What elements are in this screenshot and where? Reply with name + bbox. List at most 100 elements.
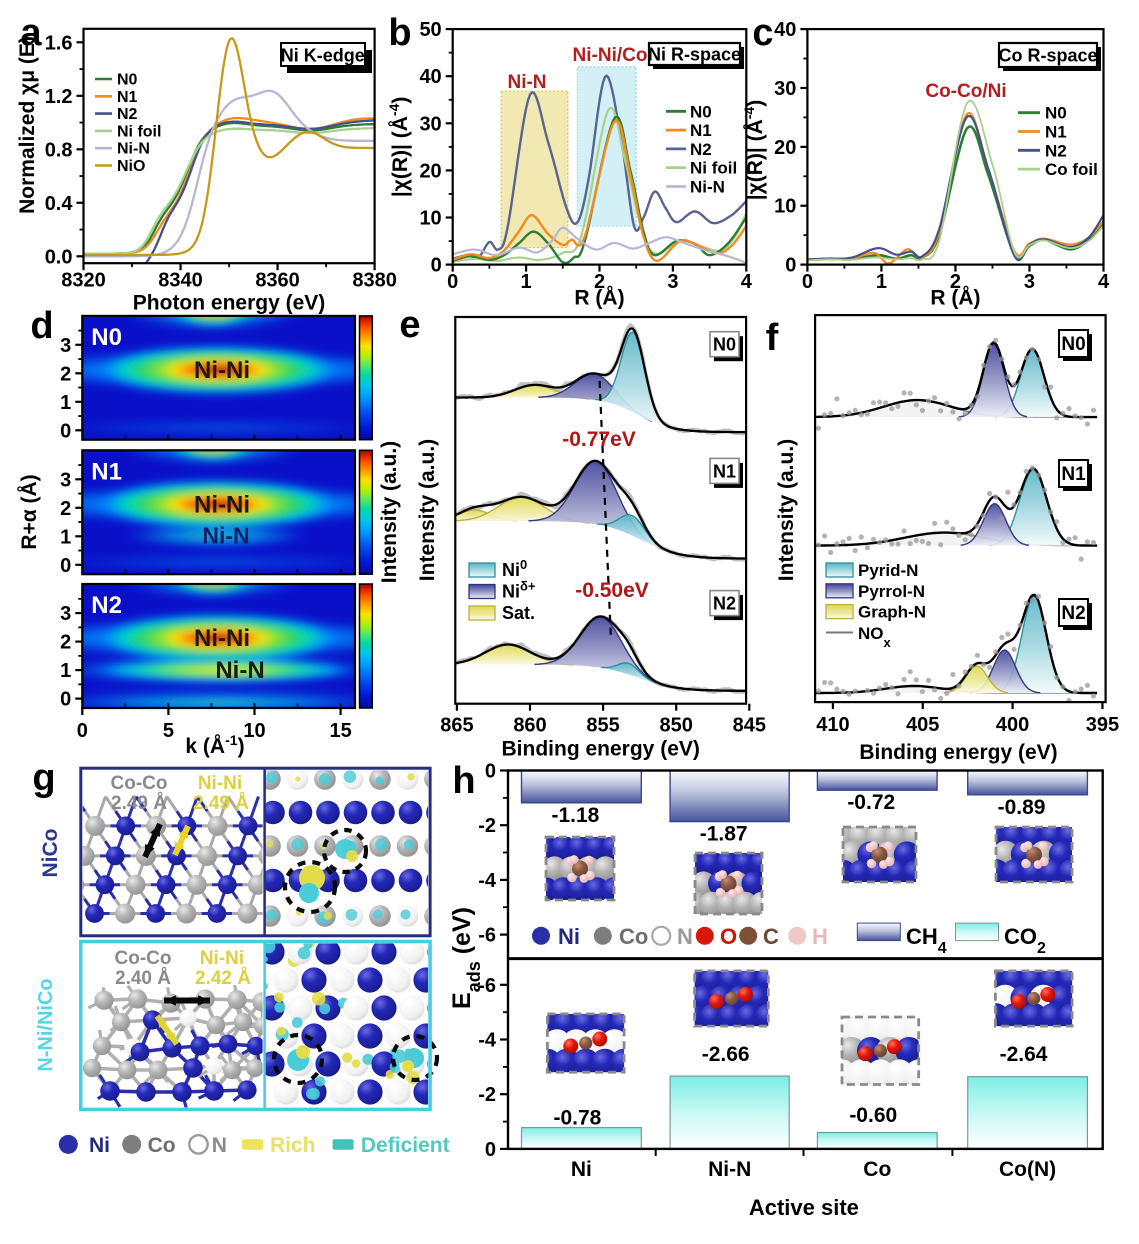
svg-text:Ni-N: Ni-N <box>708 1158 751 1181</box>
svg-text:Graph-N: Graph-N <box>858 603 926 622</box>
svg-text:1: 1 <box>60 392 71 414</box>
svg-text:Co-Co: Co-Co <box>115 948 172 969</box>
svg-text:Ni R-space: Ni R-space <box>648 45 741 65</box>
svg-text:Ni-N: Ni-N <box>215 657 264 684</box>
svg-text:865: 865 <box>440 715 473 737</box>
svg-text:NiCo: NiCo <box>39 829 62 878</box>
svg-text:-0.72: -0.72 <box>847 791 895 814</box>
svg-text:Ni foil: Ni foil <box>690 159 737 178</box>
svg-text:N0: N0 <box>713 335 736 355</box>
svg-text:Intensity (a.u.): Intensity (a.u.) <box>416 439 439 581</box>
svg-text:Pyrid-N: Pyrid-N <box>858 561 918 580</box>
svg-text:1: 1 <box>60 526 71 548</box>
svg-text:Co foil: Co foil <box>1045 160 1098 179</box>
svg-text:0: 0 <box>785 255 796 277</box>
svg-text:N2: N2 <box>1061 603 1085 624</box>
svg-text:N: N <box>677 924 693 949</box>
svg-text:N0: N0 <box>1045 104 1067 123</box>
svg-text:395: 395 <box>1086 714 1119 736</box>
svg-text:Rich: Rich <box>270 1134 316 1157</box>
svg-text:-0.60: -0.60 <box>849 1104 897 1127</box>
svg-text:Binding energy (eV): Binding energy (eV) <box>859 741 1057 764</box>
svg-text:4: 4 <box>1098 271 1110 293</box>
svg-text:d: d <box>30 305 53 347</box>
svg-text:1: 1 <box>521 271 532 293</box>
svg-text:3: 3 <box>60 469 71 491</box>
svg-text:N1: N1 <box>690 121 712 140</box>
svg-text:-4: -4 <box>478 870 497 892</box>
svg-text:Ni-Ni: Ni-Ni <box>194 357 250 384</box>
svg-text:-2: -2 <box>478 1084 496 1106</box>
svg-text:40: 40 <box>774 19 796 41</box>
svg-text:-1.18: -1.18 <box>551 804 599 827</box>
svg-text:Co(N): Co(N) <box>999 1158 1056 1181</box>
svg-text:1: 1 <box>60 660 71 682</box>
svg-text:N1: N1 <box>1061 464 1086 485</box>
svg-text:Active site: Active site <box>749 1195 859 1220</box>
svg-text:g: g <box>32 757 55 799</box>
svg-text:400: 400 <box>996 714 1029 736</box>
svg-text:h: h <box>452 760 475 802</box>
svg-text:0: 0 <box>485 761 496 783</box>
svg-text:3: 3 <box>1024 271 1035 293</box>
svg-text:-2: -2 <box>478 815 496 837</box>
svg-text:2.49 Å: 2.49 Å <box>193 793 249 814</box>
svg-text:N2: N2 <box>1045 141 1067 160</box>
svg-text:3: 3 <box>60 603 71 625</box>
svg-text:2: 2 <box>594 271 605 293</box>
svg-text:Pyrrol-N: Pyrrol-N <box>858 582 925 601</box>
svg-text:Co: Co <box>619 924 648 949</box>
svg-text:0: 0 <box>431 255 442 277</box>
svg-text:850: 850 <box>660 715 693 737</box>
svg-text:-4: -4 <box>478 1030 497 1052</box>
svg-text:5: 5 <box>163 720 174 742</box>
svg-text:Ni-Ni: Ni-Ni <box>194 491 250 518</box>
svg-text:Binding energy (eV): Binding energy (eV) <box>502 738 700 761</box>
svg-text:N2: N2 <box>713 594 736 614</box>
svg-text:-1.87: -1.87 <box>700 823 748 846</box>
svg-text:Intensity (a.u.): Intensity (a.u.) <box>775 439 798 581</box>
svg-text:2.42 Å: 2.42 Å <box>195 968 251 989</box>
svg-text:R (Å): R (Å) <box>930 286 980 310</box>
svg-text:0: 0 <box>60 555 71 577</box>
svg-text:1.6: 1.6 <box>45 32 73 54</box>
svg-text:0: 0 <box>77 720 88 742</box>
svg-text:Ni: Ni <box>558 924 580 949</box>
svg-text:Ni foil: Ni foil <box>117 123 161 140</box>
svg-text:N-Ni/NiCo: N-Ni/NiCo <box>35 978 57 1071</box>
svg-text:1: 1 <box>876 271 887 293</box>
svg-text:Co R-space: Co R-space <box>998 46 1097 66</box>
svg-text:8320: 8320 <box>61 270 106 292</box>
svg-text:N1: N1 <box>91 458 122 485</box>
svg-text:-6: -6 <box>478 975 496 997</box>
svg-text:N0: N0 <box>117 72 138 89</box>
svg-text:Photon energy (eV): Photon energy (eV) <box>133 292 326 315</box>
svg-text:b: b <box>388 12 411 54</box>
svg-text:a: a <box>20 12 42 54</box>
svg-text:30: 30 <box>419 113 441 135</box>
svg-text:N0: N0 <box>1061 334 1085 355</box>
svg-text:20: 20 <box>774 137 796 159</box>
svg-text:8380: 8380 <box>352 270 397 292</box>
svg-text:R+α (Å): R+α (Å) <box>17 474 41 549</box>
svg-text:Ni-N: Ni-N <box>690 178 725 197</box>
svg-text:NiO: NiO <box>117 158 145 175</box>
svg-text:-0.77eV: -0.77eV <box>562 428 636 451</box>
svg-text:Ni-N: Ni-N <box>117 141 150 158</box>
svg-text:0: 0 <box>60 420 71 442</box>
svg-text:-2.66: -2.66 <box>702 1043 750 1066</box>
svg-text:O: O <box>720 924 737 949</box>
svg-text:Ni-Ni: Ni-Ni <box>198 773 242 794</box>
svg-text:3: 3 <box>60 335 71 357</box>
svg-text:50: 50 <box>419 19 441 41</box>
svg-text:0: 0 <box>485 1139 496 1161</box>
svg-text:Co: Co <box>148 1134 176 1157</box>
svg-text:4: 4 <box>741 271 753 293</box>
svg-text:2: 2 <box>60 498 71 520</box>
svg-text:Co-Co: Co-Co <box>111 773 168 794</box>
svg-text:N1: N1 <box>713 461 736 481</box>
svg-text:40: 40 <box>419 66 441 88</box>
svg-text:15: 15 <box>329 720 351 742</box>
svg-text:2.40 Å: 2.40 Å <box>115 968 171 989</box>
svg-text:2.49 Å: 2.49 Å <box>111 793 167 814</box>
